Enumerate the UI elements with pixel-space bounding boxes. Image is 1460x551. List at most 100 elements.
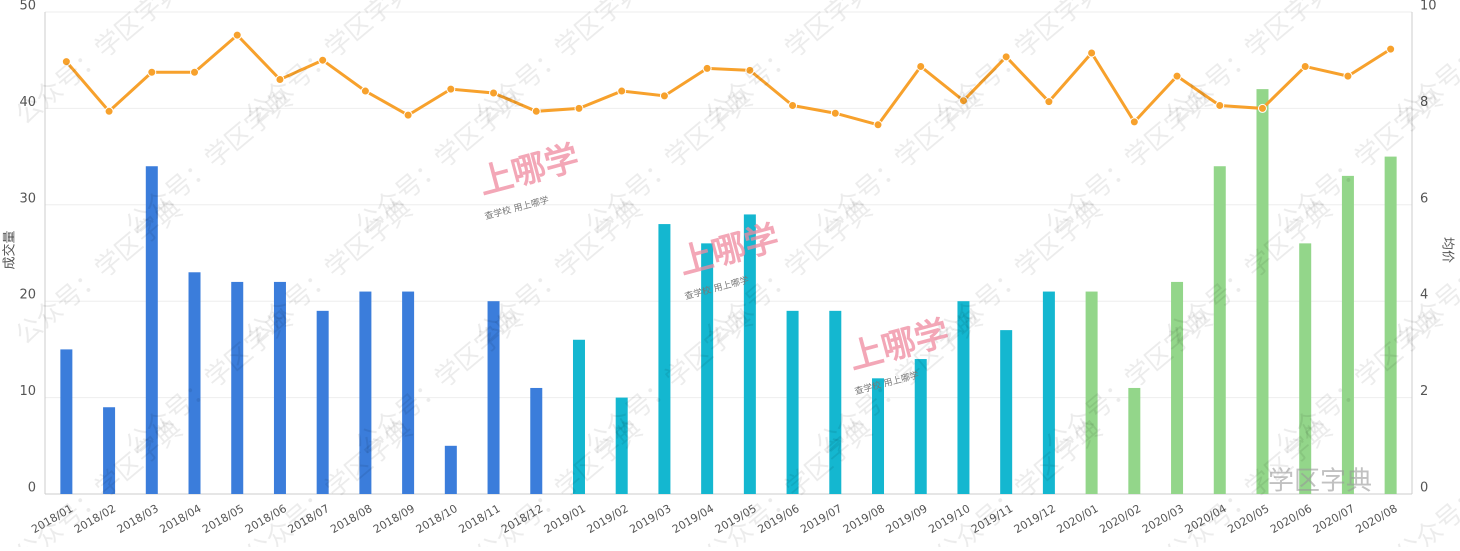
y-tick-label: 30: [19, 191, 36, 206]
x-tick-label: 2020/02: [1097, 502, 1143, 536]
line-point: [190, 67, 200, 77]
line-point: [1215, 101, 1225, 111]
line-point: [1300, 61, 1310, 71]
y2-tick-label: 2: [1420, 384, 1428, 399]
bar: [188, 272, 201, 494]
x-tick-label: 2020/01: [1055, 502, 1101, 536]
watermark: 公众号：学区字典: [10, 194, 189, 351]
line-point: [489, 88, 499, 98]
y2-tick-label: 4: [1420, 288, 1428, 303]
line-point: [1386, 44, 1396, 54]
y-tick-label: 40: [19, 95, 36, 110]
line-point: [830, 108, 840, 118]
line-point: [958, 96, 968, 106]
line-point: [1172, 71, 1182, 81]
line-point: [916, 61, 926, 71]
line-point: [617, 86, 627, 96]
bar: [1042, 291, 1055, 494]
bar: [60, 349, 73, 494]
line-point: [232, 30, 242, 40]
line-point: [318, 55, 328, 65]
x-tick-label: 2019/03: [627, 502, 673, 536]
bar: [273, 281, 286, 494]
line-point: [659, 91, 669, 101]
line-point: [1087, 48, 1097, 58]
line-point: [1129, 117, 1139, 127]
y-tick-label: 50: [19, 0, 36, 14]
brand: 学区字典: [1268, 467, 1372, 497]
bar: [701, 243, 714, 494]
x-tick-label: 2018/09: [371, 502, 417, 536]
bar: [1341, 175, 1354, 494]
x-tick-label: 2019/02: [585, 502, 631, 536]
bar: [231, 281, 244, 494]
x-tick-label: 2020/06: [1268, 502, 1314, 536]
line-point: [788, 101, 798, 111]
y2-tick-label: 6: [1420, 191, 1428, 206]
bar: [444, 445, 457, 494]
bar: [572, 339, 585, 494]
y-tick-label: 10: [19, 384, 36, 399]
bar: [1128, 387, 1141, 494]
line-point: [61, 57, 71, 67]
bar: [530, 387, 543, 494]
bar: [103, 407, 116, 494]
line-point: [574, 103, 584, 113]
line-point: [745, 65, 755, 75]
line-point: [702, 63, 712, 73]
bar: [743, 214, 756, 494]
x-tick-label: 2019/04: [670, 502, 716, 536]
line-point: [104, 106, 114, 116]
bar: [914, 359, 927, 494]
x-tick-label: 2019/07: [798, 502, 844, 536]
line-point: [531, 106, 541, 116]
bar: [1085, 291, 1098, 494]
line: [65, 33, 1392, 127]
line-point: [147, 67, 157, 77]
bar: [957, 301, 970, 494]
y-tick-label: 0: [28, 481, 36, 496]
y2-tick-label: 0: [1420, 481, 1428, 496]
bar: [487, 301, 500, 494]
bar: [402, 291, 415, 494]
x-tick-label: 2018/10: [414, 502, 460, 536]
bar: [615, 397, 628, 494]
x-tick-label: 2018/03: [115, 502, 161, 536]
x-tick-label: 2020/08: [1354, 502, 1400, 536]
y2-axis-title: 均价: [1440, 237, 1455, 263]
bar: [1000, 330, 1013, 494]
bar: [145, 166, 158, 495]
line-point: [1343, 71, 1353, 81]
line-point: [275, 74, 285, 84]
line-point: [446, 84, 456, 94]
x-tick-label: 2019/09: [884, 502, 930, 536]
bar: [1384, 156, 1397, 494]
x-tick-label: 2019/08: [841, 502, 887, 536]
bar: [1171, 281, 1184, 494]
y2-tick-label: 10: [1420, 0, 1437, 14]
line-point: [1044, 97, 1054, 107]
bar: [872, 378, 885, 494]
line-point: [1257, 103, 1267, 113]
bar: [1299, 243, 1312, 494]
line-point: [403, 110, 413, 120]
bar: [658, 224, 671, 494]
bar: [786, 310, 799, 494]
y-tick-label: 20: [19, 288, 36, 303]
bar: [1256, 89, 1269, 495]
bar: [359, 291, 372, 494]
bar: [1213, 166, 1226, 495]
line-point: [1001, 52, 1011, 62]
x-tick-label: 2018/05: [200, 502, 246, 536]
y2-tick-label: 8: [1420, 95, 1428, 110]
logo: 上哪学: [474, 138, 583, 203]
bar: [829, 310, 842, 494]
bar: [316, 310, 329, 494]
y-axis-title: 成交量: [2, 230, 18, 269]
watermark: 公众号：学区字典: [10, 0, 189, 131]
x-tick-label: 2018/04: [157, 502, 203, 536]
line-point: [873, 120, 883, 130]
line-point: [360, 86, 370, 96]
x-tick-label: 2020/07: [1311, 502, 1357, 536]
